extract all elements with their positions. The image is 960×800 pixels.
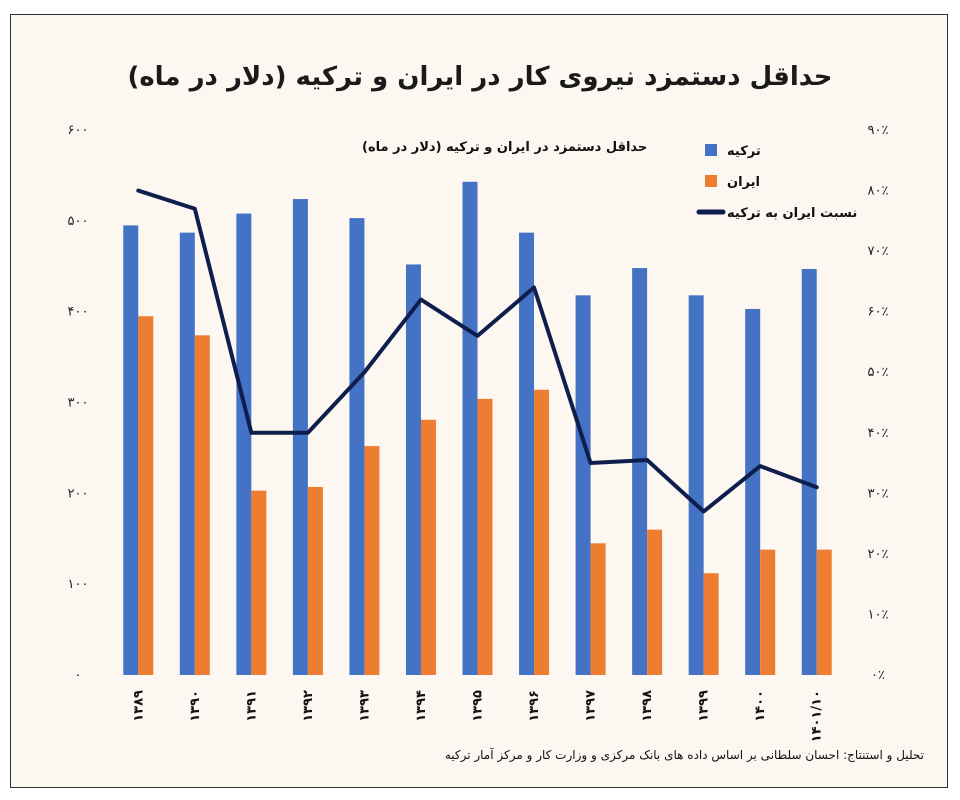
source-footer: تحلیل و استنتاج: احسان سلطانی بر اساس دا…: [444, 748, 924, 762]
x-tick-label: ۱۳۹۵: [471, 690, 486, 722]
x-tick-label: ۱۳۹۶: [527, 690, 542, 722]
bar-iran: [364, 446, 380, 675]
bar-iran: [251, 490, 267, 675]
x-tick-label: ۱۳۹۳: [357, 690, 372, 722]
y-right-tick-label: ۷۰٪: [868, 244, 889, 259]
inner-chart-title: حداقل دستمزد در ایران و ترکیه (دلار در م…: [362, 140, 647, 155]
y-right-tick-label: ۱۰٪: [868, 607, 889, 622]
legend-swatch: [705, 144, 717, 156]
bar-iran: [703, 573, 719, 675]
y-right-tick-label: ۰٪: [871, 668, 885, 683]
bar-turkey: [349, 218, 365, 675]
y-left-tick-label: ۲۰۰: [68, 486, 89, 501]
bar-turkey: [405, 264, 421, 675]
bar-turkey: [292, 199, 308, 676]
bar-iran: [590, 543, 606, 675]
y-right-tick-label: ۹۰٪: [868, 123, 889, 138]
legend-swatch: [705, 175, 717, 187]
bar-turkey: [688, 295, 704, 675]
y-right-tick-label: ۳۰٪: [868, 486, 889, 501]
x-tick-label: ۱۳۹۸: [640, 690, 655, 722]
y-right-tick-label: ۵۰٪: [868, 365, 889, 380]
bar-turkey: [801, 268, 817, 675]
bar-turkey: [575, 295, 591, 675]
x-tick-label: ۱۴۰۱/۱۰: [810, 690, 825, 742]
bar-turkey: [462, 181, 478, 675]
x-tick-label: ۱۳۹۰: [188, 690, 203, 722]
bar-iran: [307, 486, 323, 675]
bar-iran: [647, 529, 663, 675]
bar-iran: [816, 549, 832, 675]
y-left-tick-label: ۴۰۰: [68, 305, 89, 320]
y-right-tick-label: ۶۰٪: [868, 305, 889, 320]
bar-turkey: [179, 232, 195, 675]
bar-turkey: [519, 232, 535, 675]
legend-label: ترکیه: [727, 144, 761, 159]
x-tick-label: ۱۳۹۷: [584, 690, 599, 722]
y-right-tick-label: ۴۰٪: [868, 426, 889, 441]
y-left-tick-label: ۳۰۰: [68, 396, 89, 411]
chart-title: حداقل دستمزد نیروی کار در ایران و ترکیه …: [127, 62, 833, 92]
x-tick-label: ۱۳۹۲: [301, 690, 316, 722]
x-tick-label: ۱۴۰۰: [753, 690, 768, 722]
bar-iran: [420, 419, 436, 675]
y-left-tick-label: ۰: [75, 668, 82, 683]
legend-label: نسبت ایران به ترکیه: [727, 206, 857, 221]
bar-iran: [477, 398, 493, 675]
y-left-tick-label: ۶۰۰: [68, 123, 89, 138]
bar-turkey: [632, 268, 648, 675]
y-right-tick-label: ۸۰٪: [868, 184, 889, 199]
bar-turkey: [745, 308, 761, 675]
y-right-tick-label: ۲۰٪: [868, 547, 889, 562]
bar-iran: [760, 549, 776, 675]
y-left-tick-label: ۱۰۰: [68, 577, 89, 592]
x-tick-label: ۱۳۹۹: [697, 690, 712, 722]
x-tick-label: ۱۳۸۹: [131, 690, 146, 722]
x-tick-label: ۱۳۹۴: [414, 690, 429, 722]
legend-label: ایران: [727, 175, 760, 190]
bar-iran: [534, 389, 550, 675]
bar-turkey: [236, 213, 252, 676]
bar-iran: [138, 316, 154, 675]
y-left-tick-label: ۵۰۰: [68, 214, 89, 229]
bar-iran: [194, 335, 210, 675]
x-tick-label: ۱۳۹۱: [244, 690, 259, 722]
bar-turkey: [123, 225, 139, 675]
